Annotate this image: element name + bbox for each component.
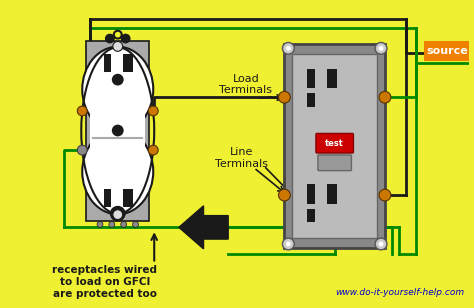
Circle shape [97,221,103,227]
Circle shape [112,74,124,86]
Circle shape [77,145,87,155]
Circle shape [379,91,391,103]
FancyBboxPatch shape [284,44,385,248]
Bar [307,209,315,222]
Circle shape [379,189,391,201]
FancyBboxPatch shape [424,42,470,61]
Circle shape [148,106,158,116]
Circle shape [105,34,115,43]
Circle shape [121,221,127,227]
Circle shape [283,238,294,250]
Circle shape [286,241,291,246]
Circle shape [113,42,123,51]
Circle shape [109,221,115,227]
Circle shape [77,106,87,116]
Bar [104,189,111,207]
Bar [327,184,337,204]
Bar [307,184,315,204]
FancyBboxPatch shape [318,155,351,171]
Polygon shape [179,206,228,249]
Text: Load
Terminals: Load Terminals [219,74,273,95]
Circle shape [110,206,126,221]
Bar [104,54,111,72]
FancyBboxPatch shape [86,41,149,221]
Circle shape [113,210,123,220]
Bar [327,69,337,88]
Text: Line
Terminals: Line Terminals [216,147,268,169]
Circle shape [375,43,387,54]
FancyBboxPatch shape [316,133,354,153]
Circle shape [379,241,383,246]
Bar [307,93,315,107]
Text: receptacles wired
to load on GFCI
are protected too: receptacles wired to load on GFCI are pr… [53,265,157,299]
Ellipse shape [82,47,153,132]
Circle shape [375,238,387,250]
Ellipse shape [82,129,153,214]
Text: www.do-it-yourself-help.com: www.do-it-yourself-help.com [336,288,465,297]
Text: test: test [325,139,344,148]
Circle shape [278,189,290,201]
FancyBboxPatch shape [292,54,377,238]
Circle shape [379,46,383,51]
Circle shape [121,34,130,43]
Circle shape [278,91,290,103]
Circle shape [283,43,294,54]
Bar [307,69,315,88]
Circle shape [133,221,138,227]
Bar [123,189,133,207]
Bar [90,109,146,152]
Circle shape [112,125,124,136]
Circle shape [148,145,158,155]
Circle shape [286,46,291,51]
Bar [123,54,133,72]
Text: source: source [426,46,468,56]
